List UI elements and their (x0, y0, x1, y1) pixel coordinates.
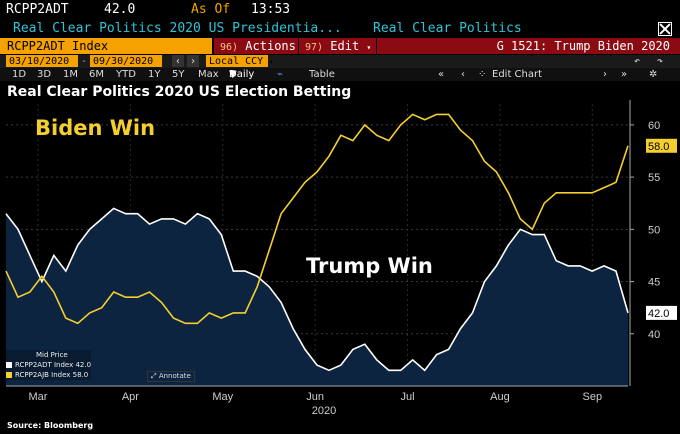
chart-legend: Mid Price RCPP2ADT Index 42.0 RCPP2AJB I… (6, 350, 92, 380)
x-tick-label: Mar (29, 391, 48, 403)
chevron-down-icon: ▾ (269, 58, 274, 66)
legend-swatch (6, 362, 12, 368)
y-tick-label: 45 (648, 277, 660, 289)
ticker-bar: RCPP2ADT 42.0 As Of 13:53 (0, 0, 680, 20)
edit-number: 97) (305, 42, 324, 53)
edit-label: Edit (330, 39, 360, 53)
index-field[interactable]: RCPP2ADT Index (0, 38, 212, 54)
edit-chart-button[interactable]: Edit Chart (492, 69, 543, 80)
legend-title: Mid Price (36, 351, 68, 359)
legend-item-biden: RCPP2AJB Index 58.0 (6, 370, 91, 380)
redo-icon[interactable]: ↷ (657, 56, 664, 67)
chevron-down-icon: ▾ (366, 43, 372, 52)
x-tick-label: Apr (122, 391, 139, 403)
start-date-field[interactable]: 03/10/2020 (6, 55, 78, 67)
range-6m[interactable]: 6M (89, 69, 104, 80)
x-tick-label: Jun (306, 391, 324, 403)
edit-menu[interactable]: 97) Edit ▾ (299, 38, 376, 54)
biden-series-line (5, 113, 629, 325)
trump-win-annotation: Trump Win (306, 254, 433, 278)
x-tick-label: Sep (582, 391, 602, 403)
trump-last-value-tag (646, 305, 677, 320)
trump-series-line (5, 207, 629, 372)
data-source: Real Clear Politics (373, 21, 522, 36)
annotate-button[interactable]: ⤢ Annotate (147, 371, 195, 382)
annotate-label: Annotate (158, 372, 191, 380)
date-separator: - (81, 56, 88, 67)
scroll-right-icon[interactable]: » (621, 69, 628, 80)
currency-label: Local CCY (209, 56, 264, 67)
close-icon[interactable] (658, 22, 672, 36)
legend-swatch (6, 372, 12, 378)
step-left-icon[interactable]: ‹ (461, 69, 465, 80)
line-chart-icon[interactable]: ⌁ (277, 69, 284, 80)
chevron-down-icon: ▼ (229, 69, 237, 80)
range-bar: 1D 3D 1M 6M YTD 1Y 5Y Max Daily ▼ ⌁ Tabl… (0, 68, 680, 81)
security-bar: Real Clear Politics 2020 US Presidentia.… (0, 20, 680, 38)
step-right-icon[interactable]: › (603, 69, 607, 80)
chart-title: Real Clear Politics 2020 US Election Bet… (7, 84, 352, 100)
trump-area (6, 208, 628, 386)
trump-last-value: 42.0 (648, 308, 669, 320)
source-note: Source: Bloomberg (7, 421, 94, 430)
table-button[interactable]: Table (309, 69, 335, 80)
legend-label: RCPP2ADT Index 42.0 (15, 361, 92, 369)
function-toolbar: RCPP2ADT Index 96) Actions ▾ 97) Edit ▾ … (0, 38, 680, 54)
actions-menu[interactable]: 96) Actions ▾ (214, 38, 308, 54)
ticker-value: 42.0 (104, 2, 136, 17)
y-tick-label: 40 (648, 329, 660, 341)
range-1d[interactable]: 1D (12, 69, 27, 80)
range-3d[interactable]: 3D (37, 69, 52, 80)
graph-name: G 1521: Trump Biden 2020 (377, 38, 680, 54)
range-1y[interactable]: 1Y (148, 69, 161, 80)
as-of-label: As Of (191, 2, 231, 17)
x-year-label: 2020 (312, 405, 336, 417)
range-5y[interactable]: 5Y (172, 69, 185, 80)
security-name: Real Clear Politics 2020 US Presidentia.… (13, 21, 342, 36)
legend-item-trump: RCPP2ADT Index 42.0 (6, 360, 91, 370)
ticker-symbol: RCPP2ADT (6, 2, 69, 17)
betting-chart: 40 45 50 55 60 58.0 42.0 Mar Apr May Jun Jul Aug Sep 2… (5, 100, 677, 417)
x-tick-label: May (212, 391, 233, 403)
currency-field[interactable]: Local CCY ▾ (206, 55, 273, 67)
x-tick-label: Jul (400, 391, 414, 403)
actions-label: Actions (245, 39, 296, 53)
chevron-right-icon[interactable]: › (187, 55, 199, 67)
y-tick-label: 60 (648, 120, 660, 132)
actions-number: 96) (220, 42, 239, 53)
end-date-field[interactable]: 09/30/2020 (90, 55, 162, 67)
range-ytd[interactable]: YTD (116, 69, 136, 80)
y-tick-label: 50 (648, 224, 660, 236)
y-tick-label: 55 (648, 172, 660, 184)
x-tick-label: Aug (490, 391, 510, 403)
chevron-left-icon[interactable]: ‹ (172, 55, 184, 67)
settings-icon[interactable]: ⁘ (478, 69, 487, 80)
undo-icon[interactable]: ↶ (634, 56, 641, 67)
gear-icon[interactable]: ✲ (649, 69, 658, 80)
frequency-label: Daily (229, 69, 255, 80)
biden-win-annotation: Biden Win (35, 116, 156, 140)
date-range-bar: 03/10/2020 - 09/30/2020 ‹ › Local CCY ▾ … (0, 55, 680, 68)
biden-last-value-tag (646, 138, 677, 153)
legend-label: RCPP2AJB Index 58.0 (15, 371, 89, 379)
biden-last-value: 58.0 (648, 141, 669, 153)
as-of-time: 13:53 (251, 2, 291, 17)
range-1m[interactable]: 1M (63, 69, 78, 80)
scroll-left-icon[interactable]: « (438, 69, 445, 80)
range-max[interactable]: Max (198, 69, 219, 80)
